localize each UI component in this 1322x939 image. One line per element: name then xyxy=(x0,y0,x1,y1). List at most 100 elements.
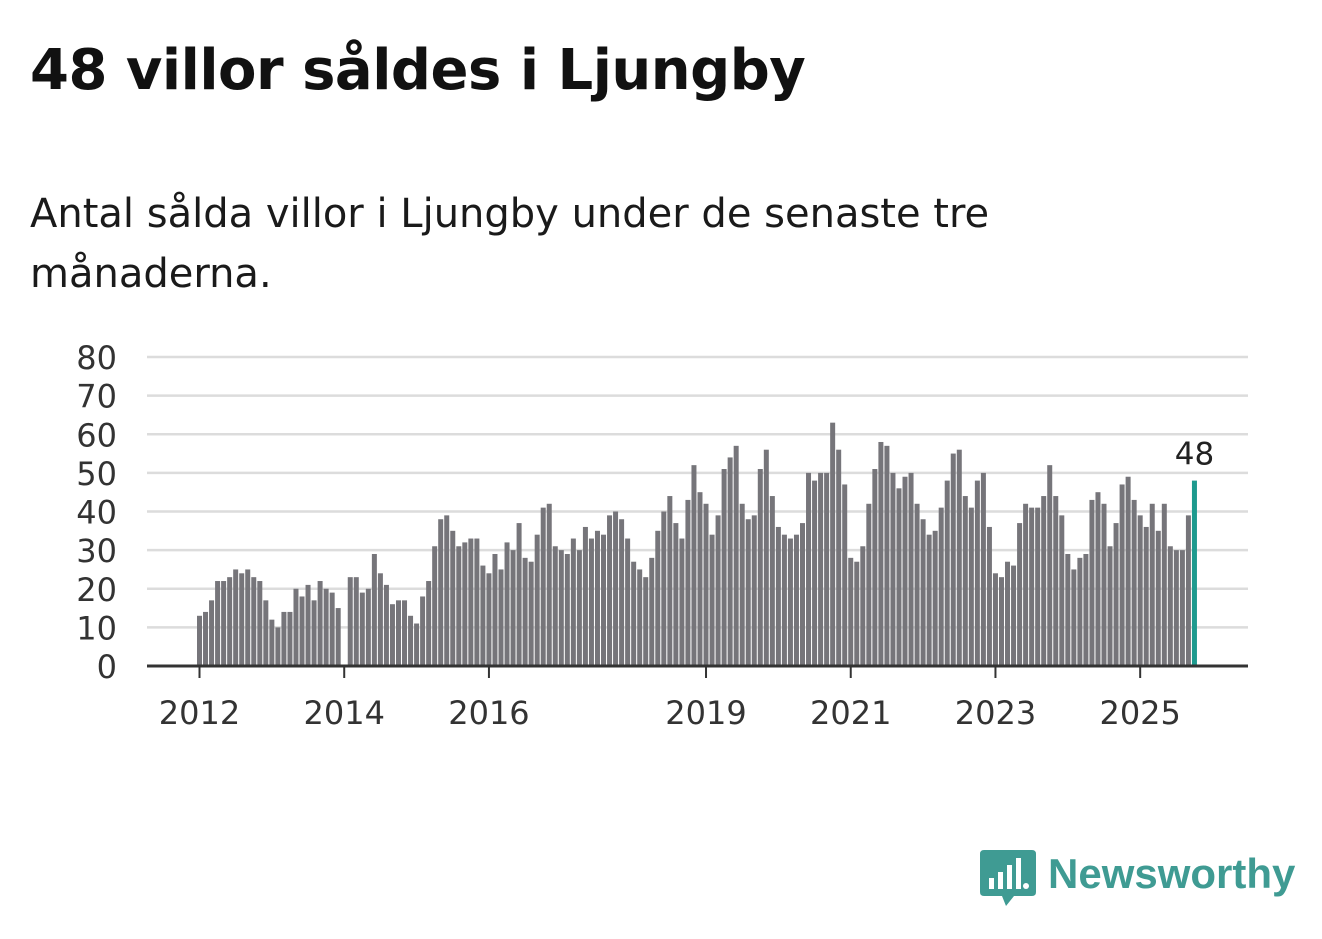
bar xyxy=(968,507,974,666)
bar xyxy=(878,441,884,666)
bar xyxy=(932,530,938,666)
bar xyxy=(1185,515,1191,666)
y-tick-label: 50 xyxy=(76,455,117,493)
bar xyxy=(721,469,727,666)
bar xyxy=(317,581,323,666)
bar xyxy=(1107,546,1113,666)
bar xyxy=(546,503,552,666)
bar xyxy=(215,581,221,666)
bar xyxy=(1161,503,1167,666)
bar xyxy=(468,538,474,666)
bar xyxy=(492,553,498,666)
bar xyxy=(1023,503,1029,666)
bar xyxy=(763,449,769,666)
bar xyxy=(962,496,968,666)
bar xyxy=(498,569,504,666)
bar xyxy=(408,615,414,666)
bar xyxy=(1179,550,1185,666)
bar xyxy=(866,503,872,666)
bar xyxy=(848,557,854,666)
bar xyxy=(1173,550,1179,666)
bar xyxy=(233,569,239,666)
bar xyxy=(667,496,673,666)
bar xyxy=(806,472,812,666)
x-tick-label: 2016 xyxy=(448,694,529,732)
bar xyxy=(980,472,986,666)
bar xyxy=(426,581,432,666)
bar xyxy=(1119,484,1125,666)
y-tick-label: 30 xyxy=(76,532,117,570)
bar xyxy=(673,523,679,666)
bar xyxy=(685,499,691,666)
bar xyxy=(986,526,992,666)
bar xyxy=(649,557,655,666)
bar xyxy=(594,530,600,666)
bar xyxy=(781,534,787,666)
bar xyxy=(842,484,848,666)
bar xyxy=(257,581,263,666)
x-tick-label: 2025 xyxy=(1099,694,1180,732)
y-tick-label: 70 xyxy=(76,378,117,416)
bar xyxy=(812,480,818,666)
y-tick-label: 20 xyxy=(76,571,117,609)
bar xyxy=(860,546,866,666)
bar xyxy=(884,445,890,666)
bar xyxy=(558,550,564,666)
bar xyxy=(474,538,480,666)
bar xyxy=(1053,496,1059,666)
bar xyxy=(275,627,281,666)
bar xyxy=(601,534,607,666)
chart-subtitle: Antal sålda villor i Ljungby under de se… xyxy=(30,191,990,297)
x-axis: 2012 2014 2016 2019 2021 2023 2025 xyxy=(147,664,1248,732)
bar xyxy=(872,469,878,666)
bar xyxy=(727,457,733,666)
bar xyxy=(305,584,311,666)
bar xyxy=(480,565,486,666)
bar xyxy=(697,492,703,666)
bar xyxy=(1077,557,1083,666)
bar xyxy=(251,577,257,666)
bar xyxy=(522,557,528,666)
bar xyxy=(751,515,757,666)
bar xyxy=(757,469,763,666)
bar xyxy=(389,604,395,666)
bar xyxy=(974,480,980,666)
y-tick-label: 60 xyxy=(76,416,117,454)
bar xyxy=(920,519,926,666)
bar xyxy=(1101,503,1107,666)
bar xyxy=(739,503,745,666)
bar xyxy=(444,515,450,666)
bar xyxy=(793,534,799,666)
bar xyxy=(998,577,1004,666)
bar xyxy=(576,550,582,666)
bar xyxy=(450,530,456,666)
bar xyxy=(438,519,444,666)
bar xyxy=(534,534,540,666)
chart-title: 48 villor såldes i Ljungby xyxy=(30,38,806,103)
bar xyxy=(775,526,781,666)
bar xyxy=(462,542,468,666)
bar xyxy=(564,553,570,666)
bar xyxy=(655,530,661,666)
bar xyxy=(540,507,546,666)
bar xyxy=(209,600,215,666)
bar xyxy=(263,600,269,666)
bar xyxy=(914,503,920,666)
bar xyxy=(510,550,516,666)
bar xyxy=(709,534,715,666)
bar xyxy=(1029,507,1035,666)
bar xyxy=(414,623,420,666)
bar xyxy=(715,515,721,666)
y-tick-label: 0 xyxy=(97,648,117,686)
bar xyxy=(570,538,576,666)
bar xyxy=(353,577,359,666)
bar xyxy=(1143,526,1149,666)
bar xyxy=(311,600,317,666)
bar xyxy=(1059,515,1065,666)
last-value-label: 48 xyxy=(1175,437,1214,473)
bar xyxy=(329,592,335,666)
bar xyxy=(613,511,619,666)
bar xyxy=(245,569,251,666)
bar xyxy=(890,472,896,666)
bar xyxy=(365,588,371,666)
